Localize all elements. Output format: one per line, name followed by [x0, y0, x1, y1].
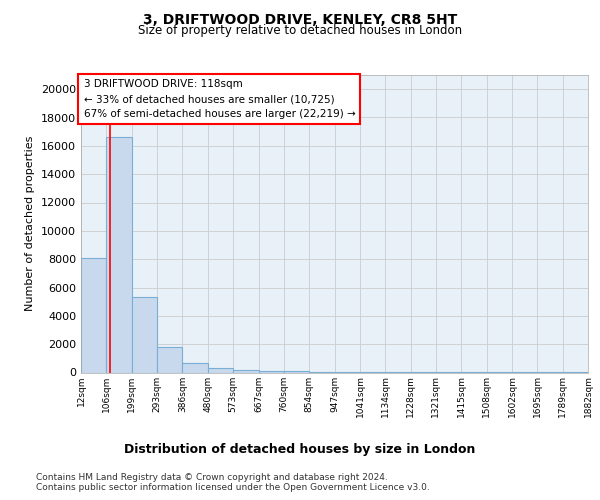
Bar [182, 364, 208, 372]
Text: Distribution of detached houses by size in London: Distribution of detached houses by size … [124, 442, 476, 456]
Text: 3, DRIFTWOOD DRIVE, KENLEY, CR8 5HT: 3, DRIFTWOOD DRIVE, KENLEY, CR8 5HT [143, 12, 457, 26]
Text: Size of property relative to detached houses in London: Size of property relative to detached ho… [138, 24, 462, 37]
Bar [157, 347, 182, 372]
Text: Contains HM Land Registry data © Crown copyright and database right 2024.: Contains HM Land Registry data © Crown c… [36, 472, 388, 482]
Y-axis label: Number of detached properties: Number of detached properties [25, 136, 35, 312]
Text: Contains public sector information licensed under the Open Government Licence v3: Contains public sector information licen… [36, 484, 430, 492]
Bar [81, 258, 106, 372]
Text: 3 DRIFTWOOD DRIVE: 118sqm
← 33% of detached houses are smaller (10,725)
67% of s: 3 DRIFTWOOD DRIVE: 118sqm ← 33% of detac… [83, 80, 355, 119]
Bar [208, 368, 233, 372]
Bar [233, 370, 259, 372]
Bar [106, 138, 132, 372]
Bar [259, 371, 284, 372]
Bar [132, 298, 157, 372]
